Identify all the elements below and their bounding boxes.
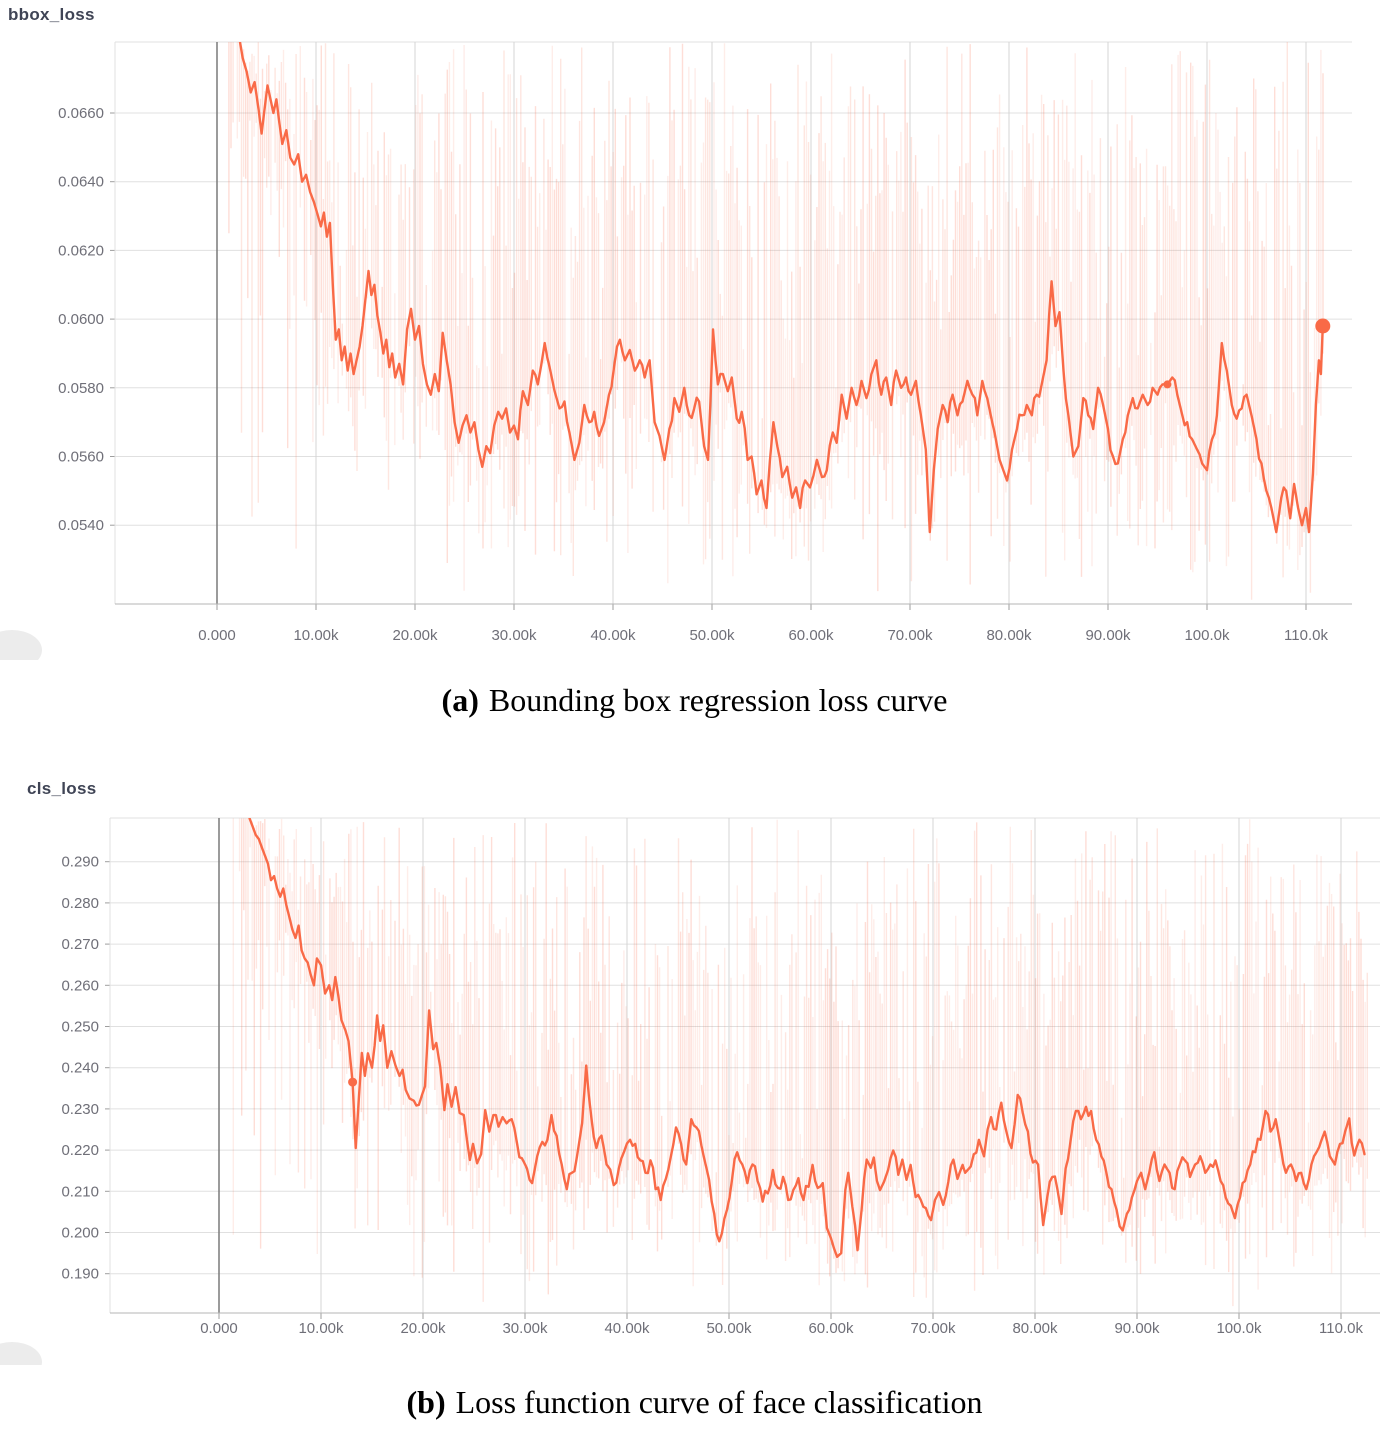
bbox-loss-chart: 0.0660 0.0640 0.0620 0.0600 0.0580 0.0560 0.05… bbox=[0, 41, 1352, 660]
y-tick-label: 0.190 bbox=[61, 1266, 99, 1283]
y-tick-label: 0.0620 bbox=[58, 242, 104, 259]
x-tick-label: 110.0k bbox=[1319, 1320, 1363, 1337]
x-tick-label: 110.0k bbox=[1284, 627, 1328, 644]
y-tick-label: 0.210 bbox=[61, 1183, 99, 1200]
x-tick-label: 0.000 bbox=[200, 1320, 238, 1337]
caption-a-label: (a) bbox=[441, 682, 479, 718]
x-tick-label: 70.00k bbox=[887, 627, 933, 644]
raw-series bbox=[232, 42, 1320, 600]
data-point-marker bbox=[1163, 380, 1172, 389]
y-tick-label: 0.260 bbox=[61, 977, 99, 994]
x-tick-label: 30.00k bbox=[502, 1320, 548, 1337]
raw-series bbox=[245, 818, 1368, 1307]
x-tick-label: 10.00k bbox=[293, 627, 339, 644]
y-tick-label: 0.220 bbox=[61, 1142, 99, 1159]
corner-artifact-blob bbox=[0, 1342, 42, 1365]
y-tick-label: 0.270 bbox=[61, 936, 99, 953]
smoothed-series bbox=[248, 818, 1366, 1258]
x-tick-label: 10.00k bbox=[298, 1320, 344, 1337]
cls-loss-chart: 0.290 0.280 0.270 0.260 0.250 0.240 0.230 0.220… bbox=[0, 817, 1380, 1365]
x-tick-label: 50.00k bbox=[689, 627, 735, 644]
x-tick-label: 40.00k bbox=[604, 1320, 650, 1337]
smoothed-series bbox=[238, 42, 1324, 534]
chart-title-cls-loss: cls_loss bbox=[27, 779, 97, 798]
caption-b-label: (b) bbox=[406, 1384, 446, 1420]
y-tick-label: 0.0660 bbox=[58, 105, 104, 122]
caption-b: (b) Loss function curve of face classific… bbox=[0, 1384, 1389, 1421]
raw-series bbox=[228, 42, 1324, 592]
x-tick-label: 70.00k bbox=[910, 1320, 956, 1337]
x-tick-label: 30.00k bbox=[491, 627, 537, 644]
y-tick-label: 0.200 bbox=[61, 1225, 99, 1242]
x-tick-label: 20.00k bbox=[392, 627, 438, 644]
plot-area bbox=[232, 818, 1368, 1307]
corner-artifact-blob bbox=[0, 630, 42, 660]
caption-b-text: Loss function curve of face classificati… bbox=[455, 1384, 983, 1420]
x-tick-label: 60.00k bbox=[808, 1320, 854, 1337]
y-tick-label: 0.0560 bbox=[58, 449, 104, 466]
x-tick-label: 90.00k bbox=[1114, 1320, 1160, 1337]
y-tick-label: 0.280 bbox=[61, 895, 99, 912]
x-tick-label: 80.00k bbox=[986, 627, 1032, 644]
chart-title-bbox-loss: bbox_loss bbox=[8, 5, 95, 24]
plot-area bbox=[228, 42, 1331, 600]
raw-series bbox=[241, 818, 1364, 1295]
y-tick-label: 0.290 bbox=[61, 854, 99, 871]
caption-a-text: Bounding box regression loss curve bbox=[488, 682, 948, 718]
data-point-marker bbox=[348, 1077, 358, 1087]
x-tick-label: 100.0k bbox=[1184, 627, 1230, 644]
data-point-marker bbox=[1315, 318, 1331, 334]
y-tick-label: 0.240 bbox=[61, 1060, 99, 1077]
x-tick-label: 80.00k bbox=[1012, 1320, 1058, 1337]
y-tick-label: 0.0640 bbox=[58, 174, 104, 191]
y-tick-label: 0.230 bbox=[61, 1101, 99, 1118]
y-tick-label: 0.0580 bbox=[58, 380, 104, 397]
x-tick-label: 50.00k bbox=[706, 1320, 752, 1337]
caption-a: (a) Bounding box regression loss curve bbox=[0, 682, 1389, 719]
x-tick-label: 60.00k bbox=[788, 627, 834, 644]
x-tick-label: 40.00k bbox=[590, 627, 636, 644]
y-tick-label: 0.0540 bbox=[58, 517, 104, 534]
x-tick-label: 100.0k bbox=[1216, 1320, 1262, 1337]
x-tick-label: 90.00k bbox=[1085, 627, 1131, 644]
y-tick-label: 0.0600 bbox=[58, 311, 104, 328]
x-tick-label: 20.00k bbox=[400, 1320, 446, 1337]
y-tick-label: 0.250 bbox=[61, 1019, 99, 1036]
x-tick-label: 0.000 bbox=[198, 627, 236, 644]
